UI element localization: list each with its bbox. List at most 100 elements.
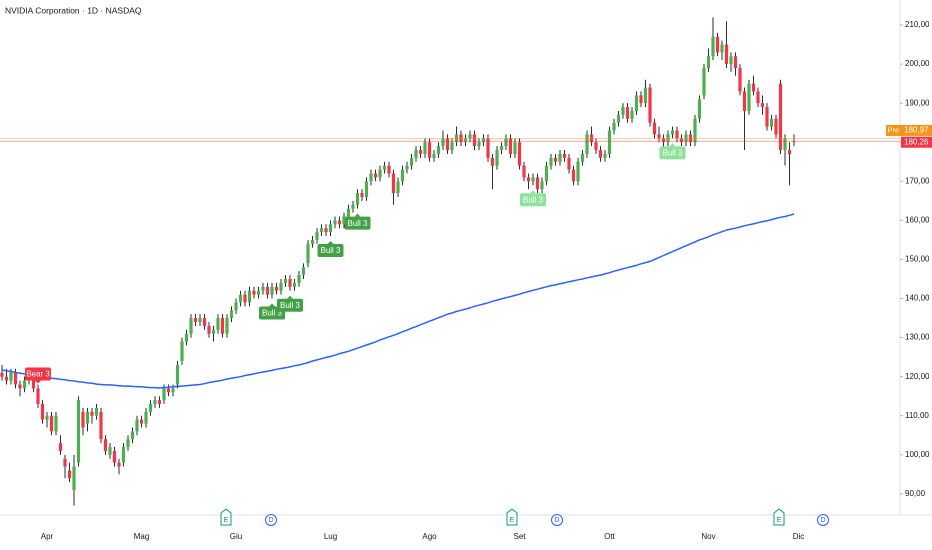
candle-body bbox=[0, 372, 4, 377]
candle-body bbox=[405, 165, 409, 170]
candle-body bbox=[562, 153, 567, 158]
x-tick-label: Ott bbox=[604, 532, 615, 541]
event-marker bbox=[773, 508, 785, 526]
candle-body bbox=[144, 411, 148, 424]
y-tick-label: 150,00 bbox=[905, 255, 930, 264]
candle-body bbox=[18, 384, 22, 389]
candle-body bbox=[103, 439, 108, 451]
candle-body bbox=[747, 83, 751, 111]
signal-badge bbox=[344, 216, 371, 230]
candle-body bbox=[346, 208, 351, 217]
candle-body bbox=[189, 318, 193, 334]
candle-body bbox=[229, 310, 234, 319]
candle-body bbox=[481, 138, 486, 143]
candle-body bbox=[787, 150, 792, 154]
candle-body bbox=[297, 275, 301, 283]
candle-body bbox=[792, 141, 796, 143]
candle-body bbox=[544, 165, 549, 182]
candle-body bbox=[495, 150, 499, 166]
candle-body bbox=[108, 447, 112, 455]
signal-label: Bull 3 bbox=[280, 301, 301, 310]
candle-body bbox=[139, 419, 144, 424]
candle-body bbox=[4, 376, 9, 381]
candle-body bbox=[162, 388, 166, 401]
candle-body bbox=[661, 138, 666, 143]
candle-body bbox=[319, 228, 324, 233]
candle-body bbox=[634, 95, 639, 111]
moving-average-line bbox=[1, 213, 795, 389]
candle-body bbox=[328, 224, 333, 233]
price-tag-box bbox=[886, 124, 901, 136]
signal-badge bbox=[520, 193, 546, 207]
price-label: 180,97 bbox=[904, 126, 929, 135]
candle-body bbox=[513, 142, 517, 154]
candle-body bbox=[729, 56, 733, 65]
candle-body bbox=[99, 411, 103, 440]
candle-body bbox=[306, 243, 310, 264]
candle-body bbox=[396, 181, 400, 194]
candle-body bbox=[279, 282, 283, 291]
x-tick-label: Ago bbox=[422, 532, 437, 541]
candle-body bbox=[697, 99, 702, 119]
candle-body bbox=[409, 157, 414, 166]
candle-body bbox=[207, 325, 211, 334]
y-tick-label: 120,00 bbox=[905, 372, 930, 381]
candle-body bbox=[625, 107, 630, 119]
x-tick-label: Lug bbox=[324, 532, 337, 541]
candle-body bbox=[549, 157, 553, 166]
event-label: D bbox=[820, 517, 825, 524]
candle-body bbox=[211, 329, 216, 334]
candle-body bbox=[342, 216, 346, 225]
chart-title: NVIDIA Corporation · 1D · NASDAQ bbox=[5, 5, 142, 15]
y-tick-label: 190,00 bbox=[905, 98, 930, 107]
candle-body bbox=[517, 142, 522, 166]
candle-body bbox=[355, 193, 360, 205]
candle-body bbox=[198, 318, 202, 322]
candle-body bbox=[445, 138, 450, 151]
candle-body bbox=[234, 302, 238, 311]
candle-body bbox=[378, 169, 382, 178]
candle-body bbox=[40, 404, 45, 420]
candle-body bbox=[81, 411, 85, 428]
candle-body bbox=[468, 134, 472, 139]
candle-body bbox=[652, 122, 657, 135]
candle-body bbox=[553, 157, 558, 162]
candle-body bbox=[126, 439, 130, 448]
y-tick-label: 160,00 bbox=[905, 215, 930, 224]
candle-body bbox=[171, 388, 175, 393]
candle-body bbox=[774, 118, 778, 135]
x-tick-label: Dic bbox=[793, 532, 805, 541]
signal-badge bbox=[317, 244, 344, 258]
x-tick-label: Nov bbox=[701, 532, 715, 541]
candle-body bbox=[121, 447, 126, 463]
candle-body bbox=[76, 400, 81, 463]
y-tick-label: 110,00 bbox=[905, 411, 929, 420]
candle-body bbox=[594, 142, 598, 151]
candle-body bbox=[382, 165, 387, 170]
candle-body bbox=[706, 56, 711, 68]
signal-pointer bbox=[327, 241, 334, 245]
event-label: D bbox=[268, 517, 273, 524]
event-label: E bbox=[224, 517, 229, 524]
candle-body bbox=[49, 415, 54, 432]
candle-body bbox=[130, 431, 135, 440]
event-marker bbox=[817, 514, 829, 526]
candle-body bbox=[58, 443, 63, 451]
candle-body bbox=[504, 138, 508, 147]
candle-body bbox=[63, 458, 67, 467]
candle-body bbox=[400, 169, 405, 182]
candle-body bbox=[153, 400, 157, 405]
signal-pointer bbox=[287, 295, 293, 299]
event-label: D bbox=[554, 517, 559, 524]
signal-badge bbox=[277, 298, 303, 312]
signal-pointer bbox=[669, 143, 676, 147]
candle-body bbox=[94, 407, 99, 416]
candle-body bbox=[778, 83, 783, 151]
candle-body bbox=[427, 142, 432, 158]
candle-body bbox=[36, 388, 40, 405]
candle-body bbox=[9, 372, 13, 381]
y-tick-label: 90,00 bbox=[905, 489, 926, 498]
candle-body bbox=[270, 286, 274, 295]
candle-body bbox=[369, 173, 373, 182]
